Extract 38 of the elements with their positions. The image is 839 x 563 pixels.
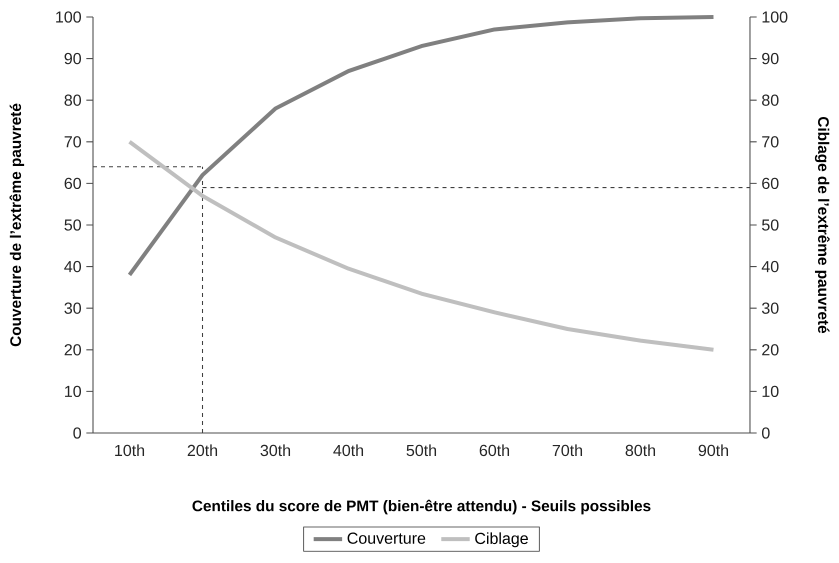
y2-tick-label: 90 [762,52,779,64]
line-series [128,140,716,352]
y-tick-label: 40 [64,260,82,272]
line-series [128,14,716,277]
y2-tick-label: 40 [762,260,779,272]
y-tick-label: 30 [64,302,82,314]
y2-tick-label: 60 [762,178,779,190]
y2-tick-label: 30 [762,302,779,314]
y-tick-label: 60 [64,178,82,190]
y-tick-label: 50 [64,219,82,231]
x-tick-label: 70th [552,444,582,456]
legend-label: Ciblage [475,532,528,548]
y-axis-title: Couverture de l’extrême pauvreté [9,104,24,346]
legend-label: Couverture [348,532,426,544]
y2-tick-label: 20 [762,344,779,356]
x-tick-label: 50th [406,444,436,456]
x-tick-label: 30th [260,444,290,456]
x-axis-title: Centiles du score de PMT (bien-être attendu) - Seuils possibles [192,500,650,514]
y-tick-label: 0 [73,427,82,439]
x-tick-label: 20th [188,444,218,456]
y2-tick-label: 0 [762,427,770,439]
x-tick-label: 10th [115,444,144,456]
x-tick-label: 60th [480,444,510,456]
x-tick-label: 80th [626,444,656,456]
x-tick-label: 40th [333,444,364,456]
y2-axis-title: Ciblage de l’extrême pauvreté [814,116,830,334]
y-tick-label: 70 [64,136,82,148]
y-tick-label: 20 [64,344,82,356]
y-tick-label: 100 [56,11,82,23]
y2-tick-label: 100 [762,11,788,23]
y-tick-label: 90 [64,52,82,64]
y-tick-label: 10 [65,386,82,398]
y2-tick-label: 10 [762,386,779,398]
x-tick-label: 90th [698,444,728,456]
y2-tick-label: 70 [762,136,779,148]
y-tick-label: 80 [64,94,82,106]
y2-tick-label: 50 [762,219,779,231]
y2-tick-label: 80 [762,94,779,106]
